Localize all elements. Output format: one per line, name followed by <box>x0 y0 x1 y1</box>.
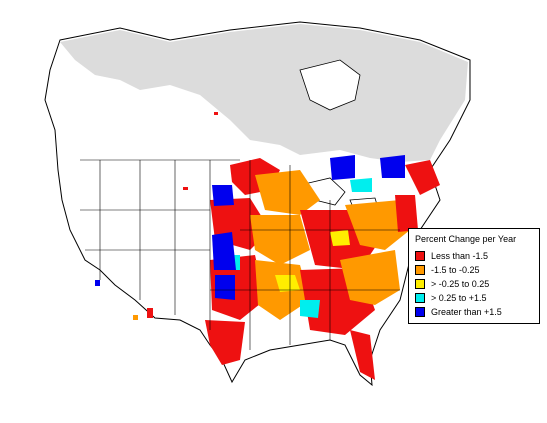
legend-item: > -0.25 to 0.25 <box>415 278 489 290</box>
legend: Percent Change per Year Less than -1.5 -… <box>408 228 540 324</box>
legend-item: Less than -1.5 <box>415 250 488 262</box>
trend-cell <box>95 280 100 286</box>
canada-interior <box>90 80 270 165</box>
canada-boreal-region <box>60 24 468 162</box>
legend-swatch <box>415 307 425 317</box>
legend-swatch <box>415 293 425 303</box>
legend-swatch <box>415 279 425 289</box>
legend-label: Less than -1.5 <box>431 251 489 261</box>
boundaries <box>80 159 400 350</box>
legend-item: > 0.25 to +1.5 <box>415 292 487 304</box>
legend-title: Percent Change per Year <box>415 234 517 244</box>
trend-cell <box>133 315 138 320</box>
trend-cell <box>183 187 188 190</box>
legend-label: -1.5 to -0.25 <box>431 265 480 275</box>
legend-label: > 0.25 to +1.5 <box>431 293 487 303</box>
legend-item: Greater than +1.5 <box>415 306 502 318</box>
legend-swatch <box>415 251 425 261</box>
legend-label: > -0.25 to 0.25 <box>431 279 490 289</box>
hudson-bay <box>299 59 361 111</box>
legend-item: -1.5 to -0.25 <box>415 264 480 276</box>
legend-label: Greater than +1.5 <box>431 307 502 317</box>
trend-cell <box>214 112 218 115</box>
trend-cell <box>147 308 153 318</box>
legend-swatch <box>415 265 425 275</box>
